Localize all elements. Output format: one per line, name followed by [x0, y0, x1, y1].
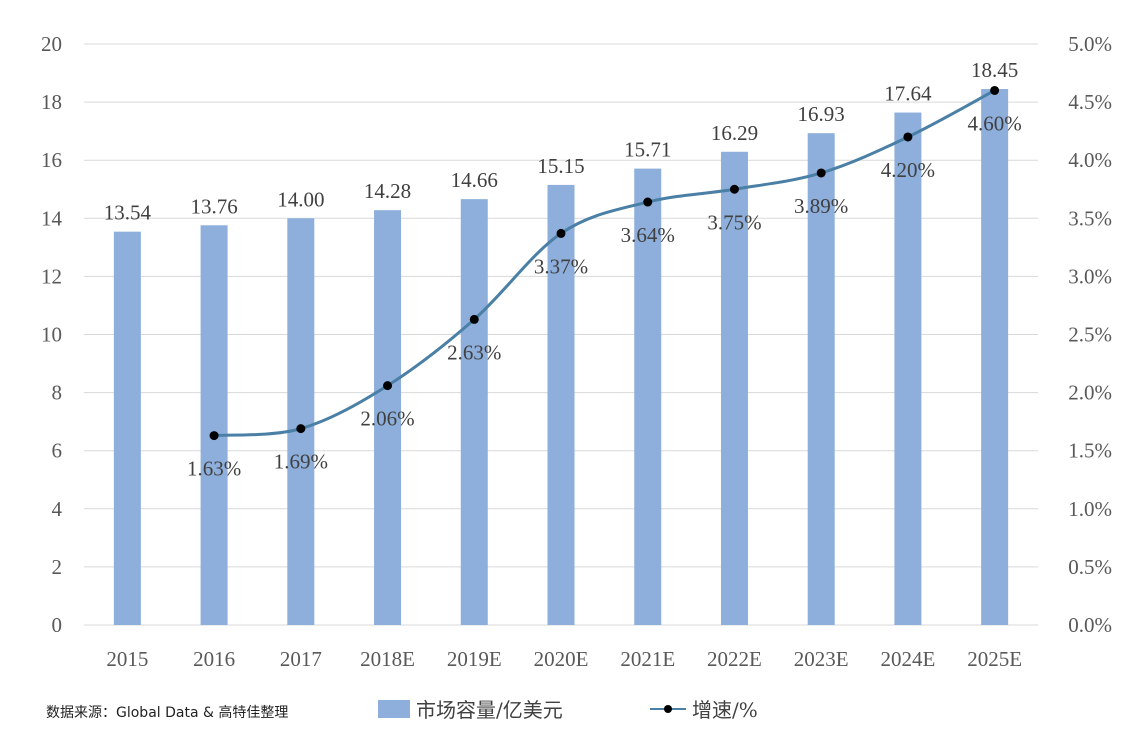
- x-tick-label: 2020E: [534, 647, 589, 671]
- legend-line-marker: [650, 700, 686, 718]
- bar-value-label: 13.54: [104, 201, 152, 225]
- bar: [200, 225, 228, 625]
- bar: [634, 168, 662, 625]
- bar: [113, 231, 141, 625]
- bar-value-label: 13.76: [190, 194, 237, 218]
- bar: [547, 184, 575, 625]
- chart: 13.54 13.76 14.00 14.28 14.66 15.15 15.71 16.29…: [41, 32, 1112, 671]
- bar-value-label: 15.71: [624, 138, 671, 162]
- line-point: [903, 132, 913, 142]
- legend-bar-label: 市场容量/亿美元: [416, 698, 563, 722]
- line-value-label: 4.60%: [968, 111, 1022, 135]
- axis-tick-labels: 0 2 4 6 8 10 12 14 16 18 20 0.0% 0.5% 1.0% 1.5% 2.0% 2.5…: [41, 32, 1112, 671]
- line-point: [209, 431, 219, 441]
- line-value-label: 3.89%: [794, 194, 848, 218]
- y-tick-label: 12: [41, 264, 62, 288]
- bar: [894, 112, 922, 626]
- x-tick-label: 2019E: [447, 647, 502, 671]
- legend-line-label: 增速/%: [692, 698, 758, 722]
- y-tick-label: 16: [41, 148, 62, 172]
- y-tick-label: 10: [41, 323, 62, 347]
- line-point: [556, 228, 566, 238]
- line-value-label: 1.63%: [187, 457, 241, 481]
- y2-tick-label: 2.5%: [1068, 323, 1112, 347]
- legend-item-bar: 市场容量/亿美元: [378, 694, 563, 723]
- x-tick-label: 2024E: [880, 647, 935, 671]
- bar-series: [113, 89, 1009, 626]
- bar: [374, 210, 402, 625]
- line-value-label: 2.63%: [447, 340, 501, 364]
- y-tick-label: 6: [52, 439, 63, 463]
- line-point: [383, 381, 393, 391]
- y-tick-label: 0: [52, 613, 63, 637]
- growth-line: [213, 89, 996, 438]
- bar-value-label: 18.45: [971, 58, 1018, 82]
- x-tick-label: 2015: [106, 647, 148, 671]
- y2-tick-label: 0.0%: [1068, 613, 1112, 637]
- bar: [981, 89, 1009, 626]
- x-tick-label: 2025E: [967, 647, 1022, 671]
- line-value-label: 3.64%: [621, 223, 675, 247]
- x-tick-label: 2017: [280, 647, 322, 671]
- y2-tick-label: 1.0%: [1068, 497, 1112, 521]
- bar: [720, 151, 748, 625]
- y-tick-label: 18: [41, 90, 62, 114]
- line-point: [643, 197, 653, 207]
- source-note: 数据来源：Global Data & 高特佳整理: [46, 705, 289, 721]
- y2-tick-label: 0.5%: [1068, 555, 1112, 579]
- y2-tick-label: 4.5%: [1068, 90, 1112, 114]
- bar: [460, 199, 488, 625]
- line-point: [469, 314, 479, 324]
- y-tick-label: 4: [52, 497, 63, 521]
- y-tick-label: 2: [52, 555, 63, 579]
- line-point: [729, 184, 739, 194]
- line-value-label: 2.06%: [360, 407, 414, 431]
- y-tick-label: 14: [41, 206, 63, 230]
- y2-tick-label: 1.5%: [1068, 439, 1112, 463]
- y2-tick-label: 5.0%: [1068, 32, 1112, 56]
- line-point: [816, 168, 826, 178]
- line-point: [990, 85, 1000, 95]
- y2-tick-label: 3.5%: [1068, 206, 1112, 230]
- data-labels: 13.54 13.76 14.00 14.28 14.66 15.15 15.71 16.29…: [104, 58, 1022, 481]
- legend-bar-swatch: [378, 699, 410, 718]
- line-value-label: 4.20%: [881, 158, 935, 182]
- x-tick-label: 2021E: [620, 647, 675, 671]
- bar-value-label: 16.93: [798, 102, 845, 126]
- bar-value-label: 14.00: [277, 187, 324, 211]
- y2-tick-label: 4.0%: [1068, 148, 1112, 172]
- x-tick-label: 2018E: [360, 647, 415, 671]
- line-series: [209, 85, 1000, 441]
- y-tick-label: 8: [52, 381, 63, 405]
- bar-value-label: 15.15: [537, 154, 584, 178]
- x-tick-label: 2022E: [707, 647, 762, 671]
- x-tick-label: 2016: [193, 647, 235, 671]
- line-value-label: 3.37%: [534, 254, 588, 278]
- y-tick-label: 20: [41, 32, 62, 56]
- y2-tick-label: 3.0%: [1068, 264, 1112, 288]
- x-tick-label: 2023E: [794, 647, 849, 671]
- line-value-label: 3.75%: [707, 210, 761, 234]
- bar: [807, 133, 835, 625]
- line-point: [296, 424, 306, 434]
- line-value-label: 1.69%: [274, 450, 328, 474]
- bar-value-label: 17.64: [884, 82, 932, 106]
- bar-value-label: 14.66: [451, 168, 498, 192]
- y2-tick-label: 2.0%: [1068, 381, 1112, 405]
- legend-item-line: 增速/%: [650, 694, 758, 723]
- bar: [287, 218, 315, 626]
- bar-value-label: 16.29: [711, 121, 758, 145]
- bar-value-label: 14.28: [364, 179, 411, 203]
